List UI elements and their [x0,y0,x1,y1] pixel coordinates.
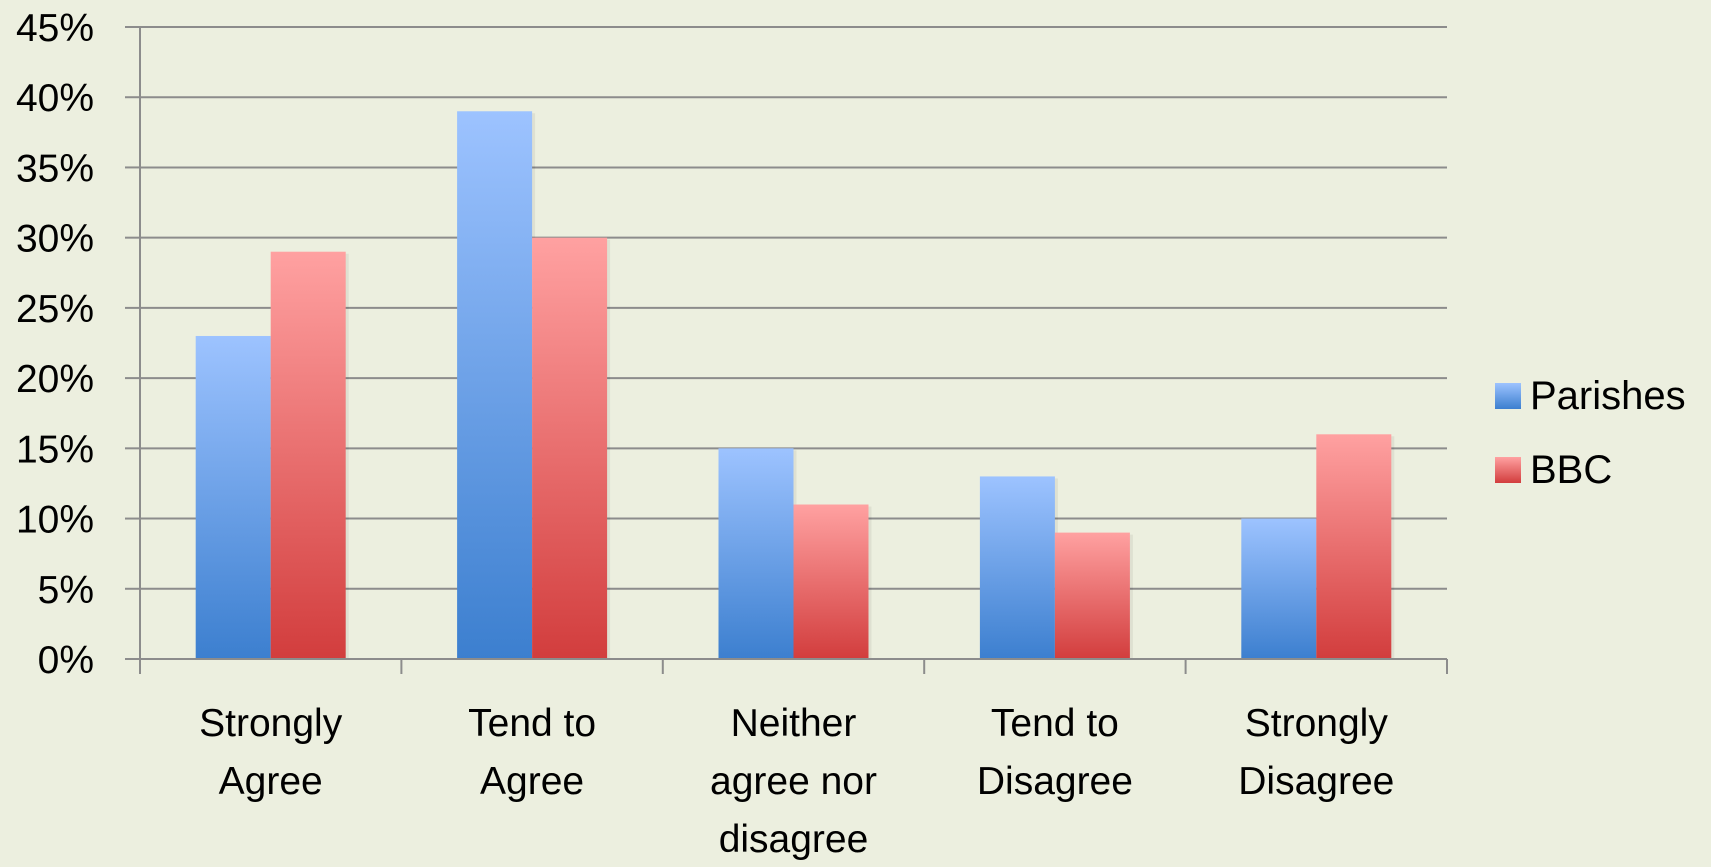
legend: Parishes BBC [1495,374,1686,492]
gridlines [140,26,1447,590]
category-label: Strongly [199,702,343,745]
bar-parishes-4 [1241,518,1317,659]
y-tick-label: 10% [16,499,94,542]
y-tick-label: 40% [16,77,94,120]
y-tick-label: 0% [38,639,94,682]
category-label: disagree [719,818,869,861]
category-label: Tend to [468,702,596,745]
y-tick-label: 45% [16,7,94,50]
bar-bbc-4 [1316,434,1392,659]
axes [125,26,1448,674]
legend-swatch-parishes [1495,383,1521,409]
y-tick-label: 5% [38,569,94,612]
legend-swatch-bbc [1495,457,1521,483]
y-tick-labels: 0% 5% 10% 15% 20% 25% 30% 35% 40% 45% [16,7,94,682]
category-label: Neither [731,702,857,745]
y-tick-label: 15% [16,428,94,471]
legend-label-bbc: BBC [1530,448,1612,492]
y-tick-label: 25% [16,288,94,331]
category-labels: Strongly Agree Tend to Agree Neither agree no… [199,702,1394,861]
category-label: Disagree [977,760,1133,803]
bar-bbc-3 [1054,532,1130,659]
category-label: Strongly [1245,702,1389,745]
y-tick-label: 20% [16,358,94,401]
category-label: Agree [480,760,584,803]
legend-label-parishes: Parishes [1530,374,1686,418]
bar-parishes-1 [457,111,533,660]
bar-bbc-0 [270,251,346,659]
y-tick-label: 35% [16,147,94,190]
bar-bbc-2 [793,504,869,659]
bar-parishes-3 [979,476,1055,659]
bar-bbc-1 [532,237,608,659]
category-label: Disagree [1238,760,1394,803]
bars [195,111,1395,660]
bar-parishes-0 [195,335,271,659]
y-tick-label: 30% [16,218,94,261]
category-label: agree nor [710,760,877,803]
bar-parishes-2 [718,448,794,659]
category-label: Agree [219,760,323,803]
category-label: Tend to [991,702,1119,745]
